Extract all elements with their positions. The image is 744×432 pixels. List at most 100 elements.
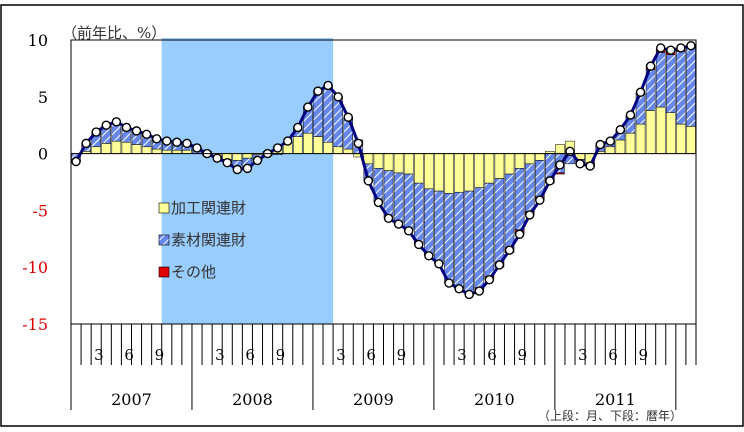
total-point <box>242 163 253 174</box>
bar-sozai <box>514 168 525 230</box>
bar-sozai <box>424 188 434 257</box>
bar-kakou <box>383 153 394 171</box>
total-point <box>504 245 515 255</box>
legend-label: 加工関連財 <box>171 199 246 217</box>
total-point <box>91 127 101 137</box>
month-label: 9 <box>276 346 286 364</box>
bar-kakou <box>343 148 354 154</box>
y-tick-label: 10 <box>28 31 48 50</box>
year-label: 2011 <box>595 390 636 409</box>
legend-label: その他 <box>171 263 216 281</box>
y-tick-label: -10 <box>22 258 48 277</box>
month-label: 6 <box>245 346 255 364</box>
bar-kakou <box>131 144 142 154</box>
bar-kakou <box>293 136 303 154</box>
bar-sozai <box>686 47 696 127</box>
bar-kakou <box>514 153 525 169</box>
month-label: 3 <box>336 346 346 364</box>
bar-sozai <box>494 178 505 263</box>
total-point <box>535 195 545 205</box>
month-label: 3 <box>457 346 467 364</box>
bar-kakou <box>101 143 112 154</box>
bar-kakou <box>172 149 182 154</box>
total-point <box>343 112 353 122</box>
total-point <box>645 61 656 71</box>
bar-sozai <box>474 187 485 288</box>
month-label: 9 <box>155 346 165 364</box>
total-point <box>625 110 636 120</box>
outer-frame <box>0 4 744 427</box>
bar-kakou <box>645 110 656 154</box>
bar-kakou <box>534 153 545 161</box>
bar-kakou <box>151 148 162 154</box>
total-point <box>414 239 424 250</box>
year-label: 2010 <box>474 390 515 409</box>
total-point <box>222 157 232 168</box>
month-label: 3 <box>215 346 225 364</box>
total-point <box>615 125 626 135</box>
total-point <box>182 138 192 149</box>
y-tick-label: 0 <box>38 145 48 164</box>
y-tick-label: 5 <box>38 88 48 107</box>
total-point <box>101 120 111 130</box>
total-point <box>494 260 505 270</box>
total-point <box>404 226 414 236</box>
total-point <box>313 86 323 96</box>
year-label: 2009 <box>353 390 394 409</box>
total-point <box>111 117 122 127</box>
y-tick-label: -15 <box>22 315 48 334</box>
bar-kakou <box>625 132 636 154</box>
bar-kakou <box>494 153 505 179</box>
legend-swatch <box>158 266 170 278</box>
bar-kakou <box>615 139 626 154</box>
bar-kakou <box>666 112 676 154</box>
month-label: 6 <box>124 346 134 364</box>
month-label: 9 <box>639 346 649 364</box>
total-point <box>605 136 616 146</box>
bar-kakou <box>676 123 686 154</box>
total-point <box>484 274 495 285</box>
total-point <box>121 122 132 133</box>
units-label: （前年比、%） <box>62 24 166 42</box>
total-point <box>656 43 666 53</box>
bar-sozai <box>323 85 333 143</box>
total-point <box>434 259 444 269</box>
total-point <box>192 143 202 153</box>
bar-kakou <box>686 126 696 154</box>
bar-kakou <box>524 153 535 165</box>
bar-kakou <box>121 141 132 154</box>
legend-swatch <box>158 202 170 214</box>
total-point <box>635 87 646 97</box>
total-point <box>141 129 152 139</box>
total-point <box>252 155 263 166</box>
bar-sozai <box>484 182 495 277</box>
month-label: 9 <box>397 346 407 364</box>
month-label: 6 <box>366 346 376 364</box>
month-label: 3 <box>94 346 104 364</box>
bar-sonota <box>555 172 565 175</box>
bar-sozai <box>524 163 535 212</box>
year-label: 2007 <box>111 390 152 409</box>
bar-kakou <box>413 153 424 184</box>
total-point <box>393 219 404 229</box>
total-point <box>272 143 283 153</box>
note-label: （上段：月、下段：暦年） <box>538 408 682 423</box>
bar-sozai <box>403 173 414 232</box>
bar-sozai <box>655 52 666 108</box>
total-point <box>373 197 384 208</box>
bar-sozai <box>666 54 676 113</box>
bar-kakou <box>555 144 565 154</box>
bar-kakou <box>393 153 404 174</box>
bar-kakou <box>424 153 434 190</box>
month-label: 3 <box>578 346 588 364</box>
bar-sozai <box>464 190 474 293</box>
total-point <box>383 213 394 224</box>
total-point <box>71 156 81 167</box>
total-point <box>363 176 374 186</box>
year-label: 2008 <box>232 390 273 409</box>
total-point <box>333 92 343 102</box>
bar-kakou <box>111 140 122 154</box>
bar-kakou <box>434 153 444 192</box>
